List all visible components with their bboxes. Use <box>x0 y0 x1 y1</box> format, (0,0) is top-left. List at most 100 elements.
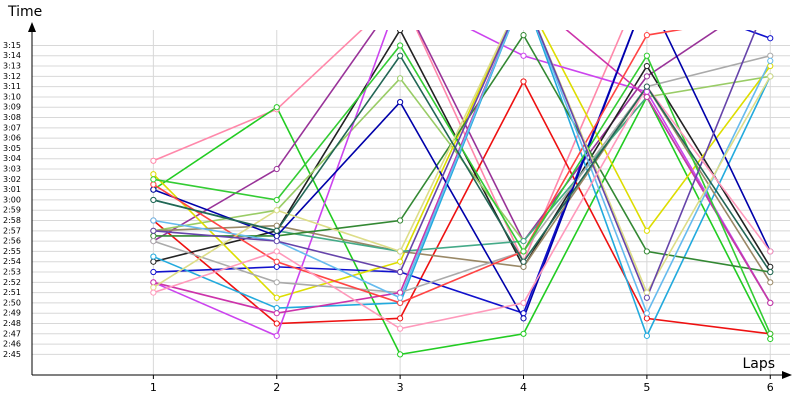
series-line <box>152 30 718 243</box>
data-point <box>150 171 157 178</box>
data-point <box>150 217 157 224</box>
y-tick-label: 2:47 <box>3 329 21 338</box>
data-point <box>150 289 157 296</box>
y-tick-label: 2:52 <box>3 278 21 287</box>
data-point <box>397 217 404 224</box>
data-point <box>520 315 527 322</box>
data-point <box>643 83 650 90</box>
data-point <box>643 73 650 80</box>
data-point <box>397 299 404 307</box>
data-point <box>520 52 527 59</box>
x-axis-label: Laps <box>742 356 775 372</box>
data-point <box>643 315 650 322</box>
data-point <box>520 330 527 337</box>
data-point <box>520 263 527 270</box>
data-point <box>397 75 404 82</box>
series-line <box>153 44 771 335</box>
series-line <box>153 30 771 338</box>
data-point <box>643 62 650 70</box>
series-line <box>153 85 771 283</box>
data-point <box>397 30 404 34</box>
data-point <box>767 279 774 286</box>
x-tick-label: 4 <box>520 381 527 394</box>
data-point <box>643 294 650 301</box>
y-tick-label: 3:12 <box>3 72 21 81</box>
data-point <box>397 289 404 296</box>
data-point <box>273 232 280 240</box>
y-tick-label: 2:53 <box>3 268 21 277</box>
data-point <box>397 52 404 59</box>
series-line <box>153 30 771 315</box>
data-point <box>273 310 280 317</box>
data-point <box>767 62 774 70</box>
data-point <box>767 73 774 80</box>
data-point <box>150 268 157 276</box>
y-tick-label: 2:55 <box>3 247 21 256</box>
data-point <box>397 258 404 265</box>
data-point <box>273 320 280 327</box>
data-point <box>273 258 280 265</box>
data-point <box>150 279 157 286</box>
y-tick-label: 3:07 <box>3 123 21 132</box>
series-line <box>153 33 771 273</box>
y-tick-label: 2:45 <box>3 350 21 359</box>
y-tick-label: 3:05 <box>3 144 21 153</box>
y-tick-label: 2:58 <box>3 216 21 225</box>
data-point <box>150 253 157 260</box>
data-point <box>397 351 404 358</box>
data-point <box>273 165 280 173</box>
series-line <box>152 30 683 304</box>
data-point <box>520 258 527 265</box>
series-line <box>153 85 771 330</box>
series-line <box>153 30 771 316</box>
data-point <box>767 52 774 59</box>
series-line <box>153 54 771 294</box>
y-tick-label: 2:59 <box>3 206 21 215</box>
data-point <box>273 196 280 204</box>
x-arrow <box>782 371 792 379</box>
data-point <box>397 248 404 255</box>
data-point <box>520 299 527 307</box>
y-tick-label: 3:14 <box>3 51 21 60</box>
data-point <box>767 57 774 64</box>
data-point <box>273 294 280 301</box>
series-line <box>153 30 771 315</box>
data-point <box>643 52 650 59</box>
data-point <box>273 263 280 270</box>
data-point <box>273 248 280 255</box>
data-point <box>397 268 404 276</box>
y-tick-label: 3:01 <box>3 185 21 194</box>
y-tick-label: 2:46 <box>3 340 21 349</box>
data-point <box>150 196 157 204</box>
y-tick-label: 2:51 <box>3 288 21 297</box>
data-point <box>273 304 280 312</box>
data-point <box>150 232 157 240</box>
y-tick-label: 3:03 <box>3 165 21 174</box>
data-point <box>643 227 650 234</box>
data-point <box>397 325 404 332</box>
data-point <box>767 263 774 270</box>
x-tick-label: 3 <box>397 381 404 394</box>
y-tick-label: 3:09 <box>3 103 21 112</box>
data-point <box>397 42 404 49</box>
data-point <box>273 207 280 214</box>
series-line <box>153 30 771 337</box>
y-tick-label: 3:06 <box>3 134 21 143</box>
data-point <box>767 335 774 343</box>
y-tick-label: 3:00 <box>3 195 21 204</box>
data-point <box>273 332 280 339</box>
data-point <box>767 35 774 42</box>
series-line <box>153 30 771 321</box>
data-point <box>150 181 157 188</box>
y-tick-label: 2:56 <box>3 237 21 246</box>
y-axis-label: Time <box>7 4 42 20</box>
series-line <box>152 79 771 335</box>
x-tick-label: 5 <box>643 381 650 394</box>
data-point <box>150 284 157 291</box>
grid <box>32 30 790 375</box>
data-point <box>520 32 527 39</box>
data-point <box>520 238 527 245</box>
y-tick-label: 3:08 <box>3 113 21 122</box>
data-point <box>520 310 527 317</box>
